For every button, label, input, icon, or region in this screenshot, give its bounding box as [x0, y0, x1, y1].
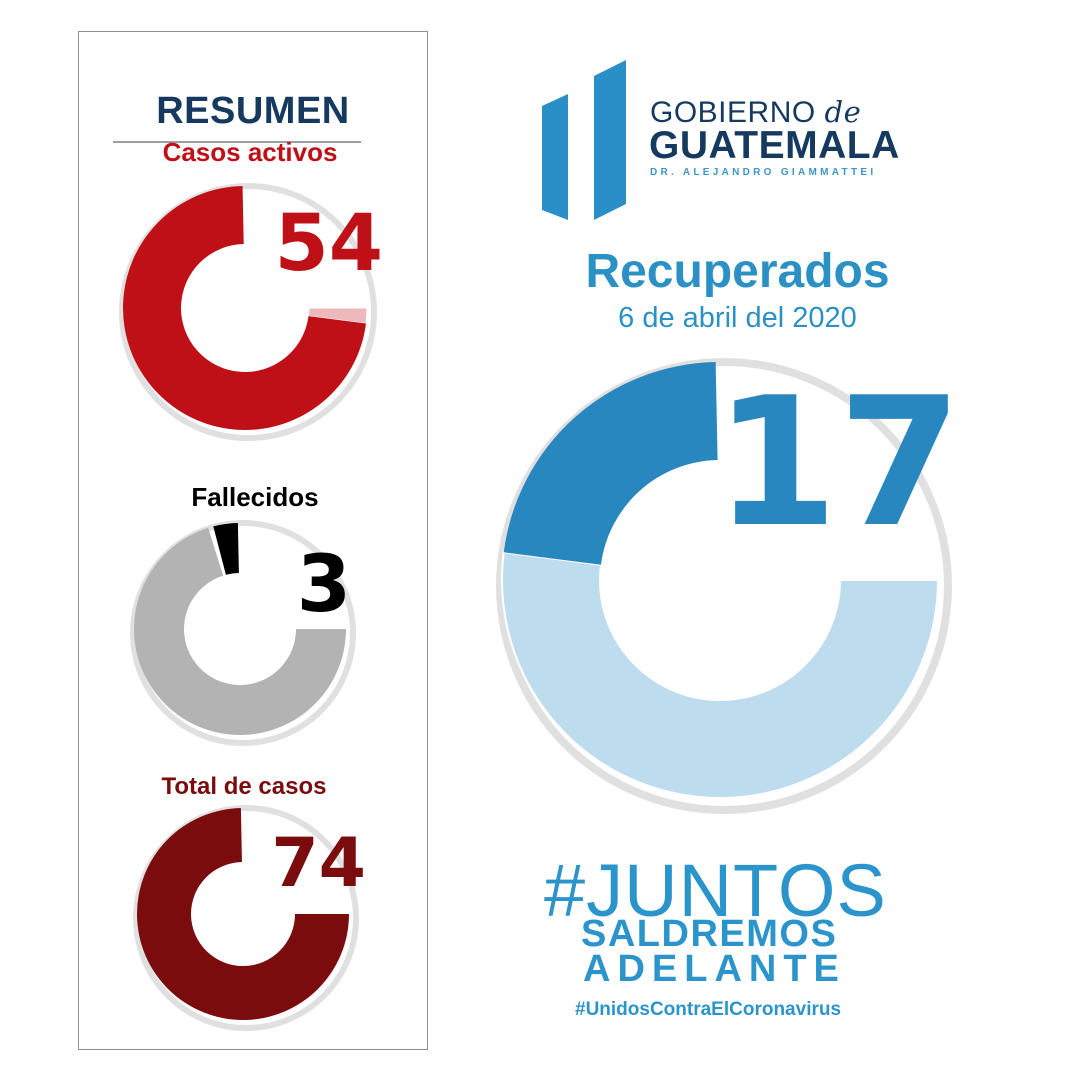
total-value: 74 [271, 824, 366, 903]
juntos-hashtag: #JUNTOS [544, 849, 887, 932]
recuperados-donut: 17 [496, 358, 962, 814]
donut-shadow [130, 520, 356, 746]
government-line-1: GOBIERNO de [650, 95, 861, 130]
activos-value: 54 [274, 199, 383, 289]
activos-donut: 54 [119, 183, 383, 441]
donut-remainder-segment [307, 307, 368, 325]
activos-label: Casos activos [162, 137, 338, 167]
main-date: 6 de abril del 2020 [618, 302, 857, 334]
fallecidos-donut: 3 [130, 520, 356, 746]
unidos-hashtag: #UnidosContraElCoronavirus [575, 999, 842, 1020]
summary-panel: RESUMEN [78, 31, 428, 1050]
donut-value-segment [213, 523, 239, 575]
government-logo-icon [542, 60, 626, 220]
saldremos-text: SALDREMOS [581, 913, 838, 955]
summary-title: RESUMEN [156, 90, 350, 132]
de-text: de [824, 95, 862, 129]
total-label: Total de casos [161, 773, 327, 800]
donut-remainder-segment [501, 551, 940, 799]
total-donut: 74 [133, 805, 366, 1031]
donut-value-segment [137, 808, 349, 1020]
fallecidos-label: Fallecidos [191, 482, 319, 512]
recuperados-value: 17 [714, 359, 962, 566]
government-line-2: GUATEMALA [649, 124, 900, 167]
donut-value-segment [123, 186, 367, 430]
donut-shadow [133, 805, 359, 1031]
summary-divider [113, 141, 361, 143]
main-title: Recuperados [585, 245, 890, 298]
donut-shadow [496, 358, 952, 814]
donut-shadow [119, 183, 377, 441]
fallecidos-value: 3 [297, 540, 351, 630]
gobierno-text: GOBIERNO [650, 96, 816, 129]
donut-remainder-segment [134, 527, 346, 735]
donut-value-segment [503, 362, 718, 565]
government-line-3: DR. ALEJANDRO GIAMMATTEI [650, 167, 877, 178]
adelante-text: ADELANTE [583, 948, 846, 990]
